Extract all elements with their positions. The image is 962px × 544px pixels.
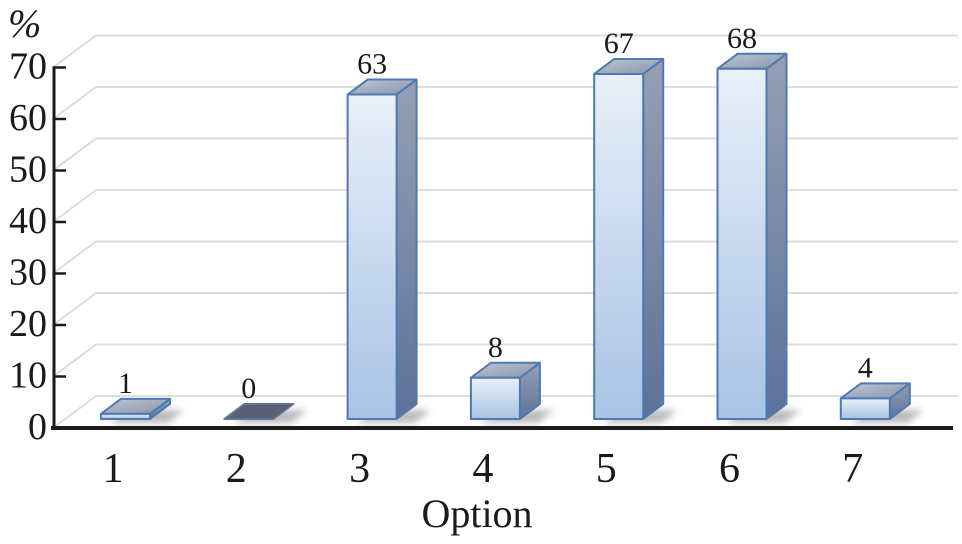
- x-tick-label: 1: [103, 446, 124, 492]
- grid-line: [52, 240, 958, 275]
- grid-line: [52, 137, 958, 172]
- y-tick-label: 70: [9, 46, 47, 88]
- y-tick-label: 10: [9, 355, 47, 397]
- bar: [100, 397, 171, 421]
- y-tick-label: 50: [9, 149, 47, 191]
- bar: [593, 57, 665, 420]
- x-tick-label: 2: [226, 446, 247, 492]
- bar: [346, 78, 418, 421]
- y-tick-label: 30: [9, 252, 47, 294]
- grid-line: [52, 292, 958, 326]
- value-label: 68: [727, 22, 757, 55]
- x-tick-label: 3: [349, 446, 370, 492]
- bar: [223, 403, 295, 420]
- bar: [839, 382, 911, 420]
- value-label: 4: [858, 351, 873, 384]
- bar: [469, 361, 541, 420]
- grid-line: [52, 395, 958, 429]
- x-tick-label: 7: [842, 446, 863, 492]
- x-tick-label: 4: [472, 446, 493, 492]
- value-label: 8: [488, 331, 503, 364]
- value-label: 67: [604, 27, 634, 60]
- grid-line: [52, 189, 958, 223]
- x-axis-title: Option: [421, 491, 533, 536]
- y-axis-title: %: [8, 1, 42, 46]
- grid-line: [52, 34, 958, 69]
- grid-line: [52, 343, 958, 378]
- grid-line: [52, 86, 958, 120]
- y-tick-label: 0: [28, 406, 47, 448]
- value-label: 1: [118, 367, 133, 400]
- y-tick-label: 60: [9, 97, 47, 139]
- x-tick-label: 5: [596, 446, 617, 492]
- y-tick-label: 40: [9, 200, 47, 242]
- value-label: 63: [357, 48, 387, 81]
- value-label: 0: [241, 372, 256, 405]
- y-tick-label: 20: [9, 303, 47, 345]
- bar: [716, 52, 788, 421]
- x-tick-label: 6: [719, 446, 740, 492]
